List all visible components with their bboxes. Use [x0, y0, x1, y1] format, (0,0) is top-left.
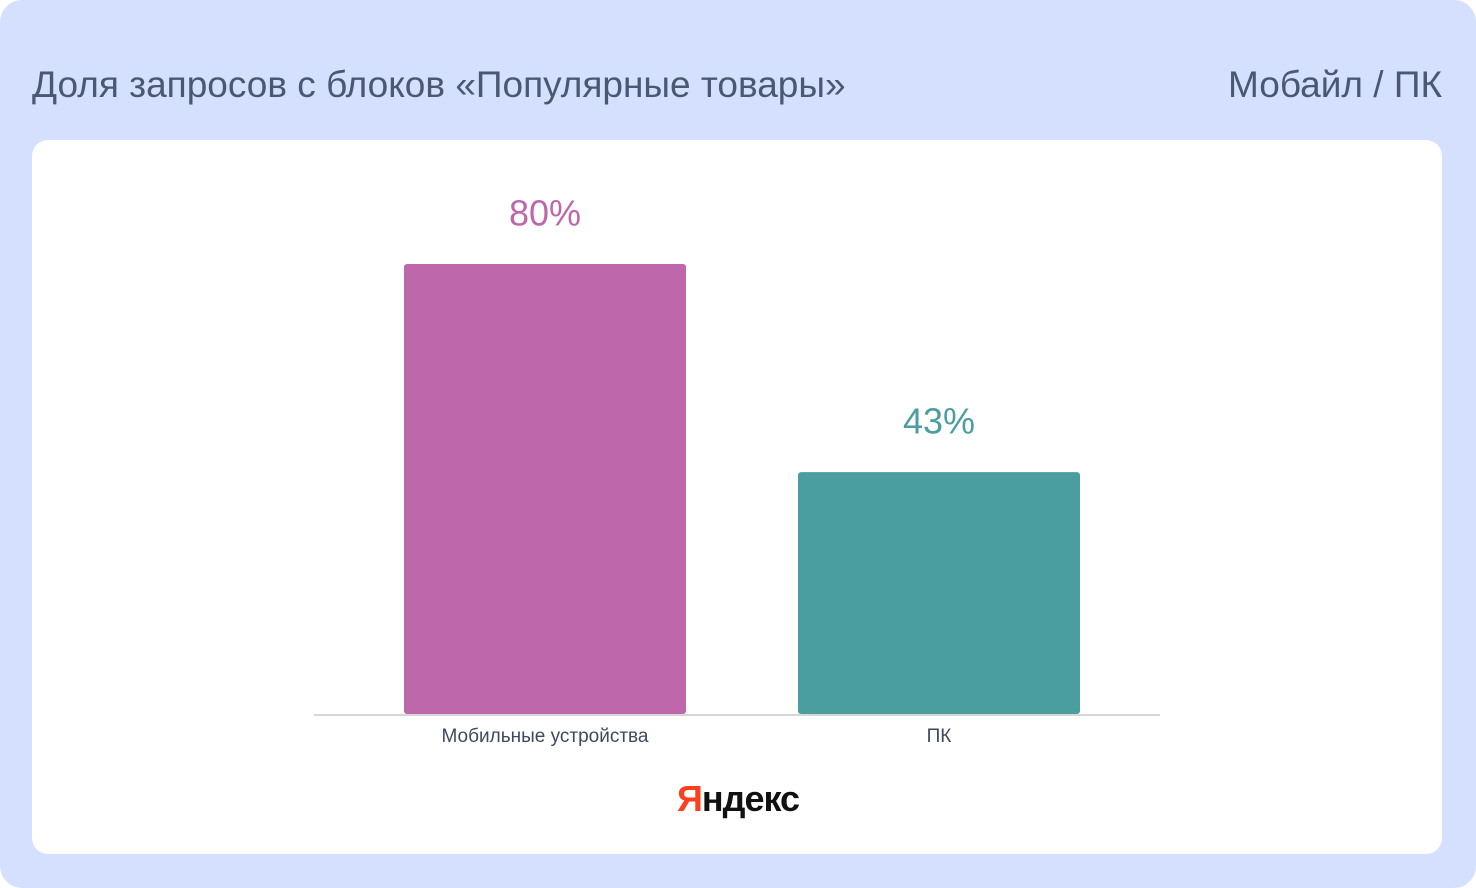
bar — [404, 264, 686, 714]
logo: Яндекс — [676, 778, 800, 819]
chart-panel — [32, 140, 1442, 854]
value-label: 80% — [509, 193, 581, 234]
chart-subtitle: Мобайл / ПК — [1228, 64, 1442, 105]
bar — [798, 472, 1080, 714]
x-tick-label: Мобильные устройства — [442, 726, 649, 747]
value-label: 43% — [903, 401, 975, 442]
x-tick-label: ПК — [927, 726, 952, 747]
chart-title: Доля запросов с блоков «Популярные товар… — [32, 64, 846, 105]
